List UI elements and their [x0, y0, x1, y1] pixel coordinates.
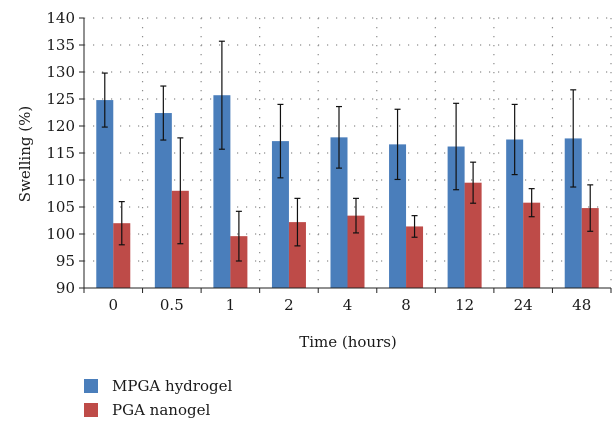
bar-mpga [213, 95, 231, 288]
x-tick-label: 1 [226, 296, 236, 314]
legend-swatch-pga [84, 403, 98, 417]
error-bars [101, 40, 594, 262]
legend-label-pga: PGA nanogel [112, 401, 211, 419]
axes [79, 17, 612, 293]
x-tick-labels: 0 0.5 1 2 4 8 12 24 48 [109, 296, 592, 314]
bar-mpga [389, 144, 407, 288]
y-tick-label: 110 [46, 171, 75, 189]
y-tick-label: 125 [46, 90, 75, 108]
legend-item-mpga: MPGA hydrogel [84, 374, 232, 398]
bars [96, 95, 599, 288]
bar-mpga [447, 146, 465, 288]
bar-pga [230, 236, 248, 288]
x-tick-label: 2 [284, 296, 294, 314]
y-tick-label: 105 [46, 198, 75, 216]
x-tick-label: 0.5 [160, 296, 184, 314]
bar-pga [288, 222, 306, 288]
bar-pga [464, 182, 482, 288]
grid [84, 17, 612, 288]
bar-chart: Swelling (%) Time (hours) 90 95 100 105 110 1… [16, 9, 612, 351]
bar-pga [347, 215, 365, 288]
bar-mpga [271, 141, 289, 288]
bar-pga [523, 202, 541, 288]
y-tick-label: 115 [46, 144, 75, 162]
y-tick-label: 130 [46, 63, 75, 81]
bar-mpga [154, 113, 172, 288]
bar-pga [113, 223, 131, 288]
bar-mpga [564, 138, 582, 288]
y-tick-label: 90 [56, 279, 75, 297]
x-tick-label: 48 [572, 296, 591, 314]
y-tick-label: 120 [46, 117, 75, 135]
bar-pga [581, 208, 599, 288]
bar-mpga [506, 139, 524, 288]
y-tick-label: 100 [46, 225, 75, 243]
y-tick-label: 140 [46, 9, 75, 27]
x-tick-label: 8 [401, 296, 411, 314]
y-tick-label: 135 [46, 36, 75, 54]
x-axis-title: Time (hours) [299, 333, 397, 351]
y-tick-label: 95 [56, 252, 75, 270]
y-axis-title-group: Swelling (%) [16, 106, 34, 202]
x-tick-label: 12 [455, 296, 474, 314]
x-tick-label: 4 [343, 296, 353, 314]
y-tick-labels: 90 95 100 105 110 115 120 125 130 135 140 [46, 9, 75, 297]
legend-item-pga: PGA nanogel [84, 398, 232, 422]
bar-mpga [96, 100, 114, 288]
x-tick-label: 24 [514, 296, 533, 314]
legend-label-mpga: MPGA hydrogel [112, 377, 233, 395]
bar-pga [406, 226, 424, 288]
legend: MPGA hydrogel PGA nanogel [84, 374, 232, 422]
legend-swatch-mpga [84, 379, 98, 393]
x-tick-label: 0 [109, 296, 119, 314]
y-axis-title: Swelling (%) [16, 106, 34, 202]
bar-mpga [330, 137, 348, 288]
